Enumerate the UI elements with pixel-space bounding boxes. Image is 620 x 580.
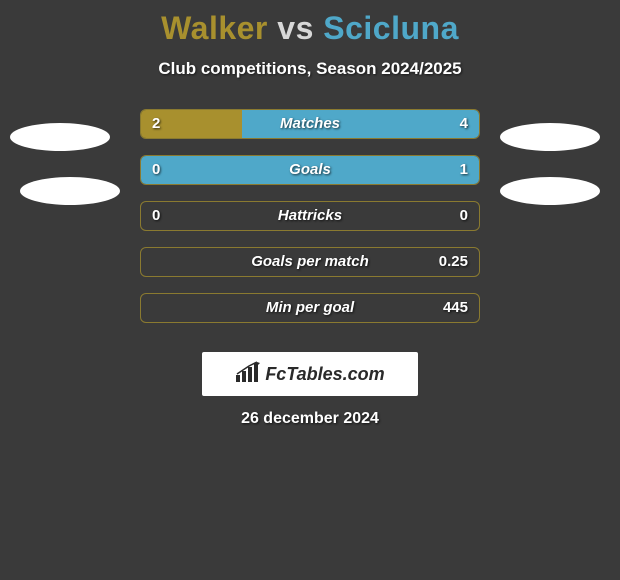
stat-label: Goals per match (140, 247, 480, 277)
decorative-oval (10, 123, 110, 151)
chart-icon (235, 361, 261, 388)
stat-label: Goals (140, 155, 480, 185)
stat-row: 00Hattricks (0, 201, 620, 231)
badge-text: FcTables.com (265, 364, 384, 385)
fctables-badge[interactable]: FcTables.com (202, 352, 418, 396)
stat-label: Matches (140, 109, 480, 139)
decorative-oval (500, 177, 600, 205)
stat-row: 0.25Goals per match (0, 247, 620, 277)
comparison-title: Walker vs Scicluna (0, 0, 620, 47)
player2-name: Scicluna (323, 10, 459, 46)
snapshot-date: 26 december 2024 (0, 410, 620, 428)
decorative-oval (500, 123, 600, 151)
player1-name: Walker (161, 10, 268, 46)
decorative-oval (20, 177, 120, 205)
subtitle: Club competitions, Season 2024/2025 (0, 59, 620, 79)
stat-row: 445Min per goal (0, 293, 620, 323)
stat-label: Min per goal (140, 293, 480, 323)
vs-text: vs (277, 10, 314, 46)
stat-label: Hattricks (140, 201, 480, 231)
